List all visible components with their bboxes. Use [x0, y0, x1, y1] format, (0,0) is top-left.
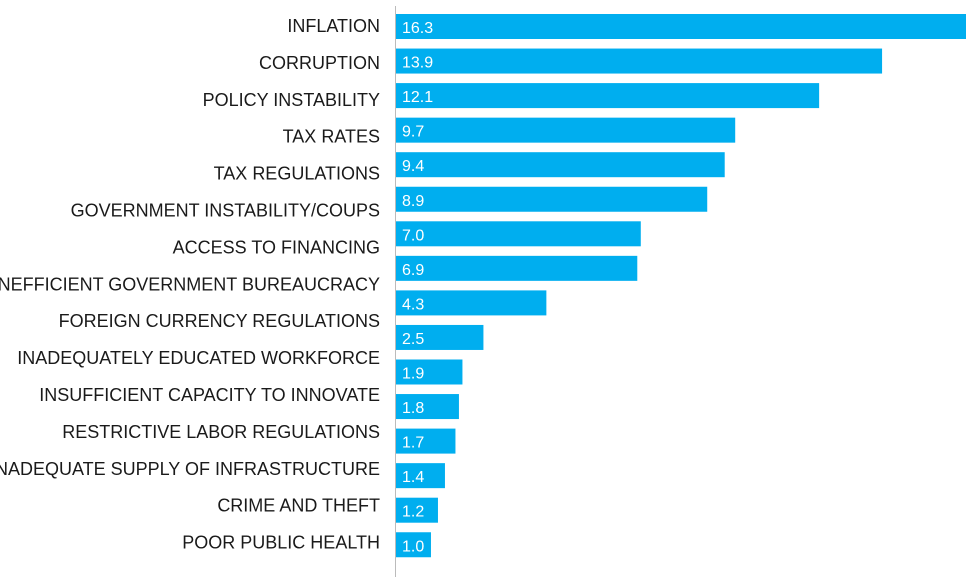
bars-group	[396, 14, 966, 558]
category-label: GOVERNMENT INSTABILITY/COUPS	[71, 201, 380, 221]
value-labels-group: 16.3 13.9 12.1 9.7 9.4 8.9 7.0 6.9 4.3 2.5 1.9 1.8 1…	[402, 20, 433, 555]
bar-value-label: 12.1	[402, 89, 433, 106]
category-label: POOR PUBLIC HEALTH	[182, 533, 380, 553]
bar	[396, 221, 641, 247]
bar	[396, 359, 463, 385]
bar	[396, 117, 736, 143]
bar-value-label: 1.0	[402, 538, 424, 555]
bar	[396, 290, 547, 316]
bar	[396, 463, 445, 489]
category-label: ACCESS TO FINANCING	[173, 237, 380, 257]
category-label: CRIME AND THEFT	[217, 496, 380, 516]
bar-value-label: 2.5	[402, 331, 424, 348]
bar-value-label: 1.8	[402, 400, 424, 417]
bar-value-label: 8.9	[402, 193, 424, 210]
bar-value-label: 1.9	[402, 366, 424, 383]
category-label: INADEQUATELY EDUCATED WORKFORCE	[17, 348, 380, 368]
category-label: POLICY INSTABILITY	[203, 90, 380, 110]
category-label: INSUFFICIENT CAPACITY TO INNOVATE	[39, 385, 380, 405]
category-label: TAX RATES	[283, 127, 380, 147]
bar-value-label: 4.3	[402, 296, 424, 313]
bar	[396, 186, 708, 212]
bar	[396, 394, 459, 420]
bar-value-label: 16.3	[402, 20, 433, 37]
category-label: FOREIGN CURRENCY REGULATIONS	[59, 311, 380, 331]
bar-value-label: 9.4	[402, 158, 424, 175]
category-label: RESTRICTIVE LABOR REGULATIONS	[62, 422, 380, 442]
bar	[396, 324, 484, 350]
bar-value-label: 1.2	[402, 504, 424, 521]
category-label: INFLATION	[287, 16, 380, 36]
bar	[396, 255, 638, 281]
bar-value-label: 1.4	[402, 469, 424, 486]
bar-value-label: 9.7	[402, 124, 424, 141]
bar-value-label: 6.9	[402, 262, 424, 279]
bar	[396, 48, 883, 74]
bar	[396, 497, 438, 523]
category-label: INADEQUATE SUPPLY OF INFRASTRUCTURE	[0, 459, 380, 479]
category-label: TAX REGULATIONS	[214, 164, 380, 184]
bar-value-label: 13.9	[402, 55, 433, 72]
bar	[396, 428, 456, 454]
category-labels-group: INFLATION CORRUPTION POLICY INSTABILITY TAX…	[0, 16, 380, 553]
bar-value-label: 1.7	[402, 435, 424, 452]
category-label: INEFFICIENT GOVERNMENT BUREAUCRACY	[0, 274, 380, 294]
bar-value-label: 7.0	[402, 227, 424, 244]
bar	[396, 532, 431, 558]
bar	[396, 83, 820, 109]
category-label: CORRUPTION	[259, 53, 380, 73]
bar	[396, 14, 966, 39]
bar	[396, 152, 725, 178]
